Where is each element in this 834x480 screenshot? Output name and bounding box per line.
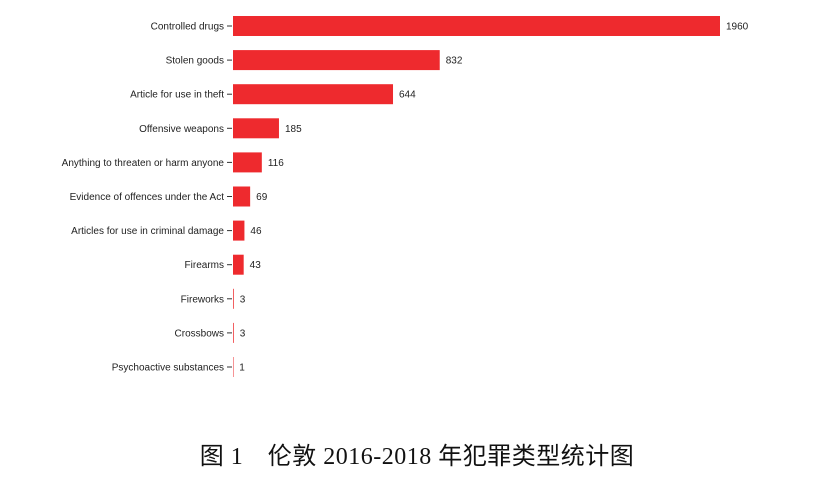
value-label: 1 [239, 363, 245, 374]
bar [233, 186, 251, 207]
category-label: Anything to threaten or harm anyone [62, 158, 225, 169]
bar [233, 152, 262, 173]
category-label: Article for use in theft [130, 90, 224, 101]
bar [233, 50, 440, 71]
value-label: 46 [250, 226, 262, 237]
bar [233, 118, 279, 139]
value-labels: 1960 832 644 185 116 69 46 43 3 3 1 [239, 22, 748, 374]
category-label: Crossbows [175, 328, 224, 339]
bars [233, 16, 720, 377]
category-label: Offensive weapons [139, 124, 224, 135]
figure-caption: 图 1 伦敦 2016-2018 年犯罪类型统计图 [199, 444, 635, 470]
value-label: 3 [240, 294, 246, 305]
value-label: 832 [446, 56, 463, 67]
value-label: 185 [285, 124, 302, 135]
bar-chart: Controlled drugs Stolen goods Article for … [62, 16, 749, 377]
category-label: Stolen goods [166, 56, 224, 67]
value-label: 116 [268, 158, 284, 169]
category-label: Evidence of offences under the Act [70, 192, 225, 203]
category-label: Firearms [185, 260, 224, 271]
category-labels: Controlled drugs Stolen goods Article for … [62, 22, 225, 374]
bar [233, 16, 720, 36]
value-label: 69 [256, 192, 268, 203]
category-label: Controlled drugs [151, 22, 224, 33]
bar [233, 288, 234, 309]
category-label: Psychoactive substances [112, 363, 224, 374]
value-label: 1960 [726, 22, 749, 33]
axis-ticks [227, 25, 232, 368]
category-label: Articles for use in criminal damage [71, 226, 224, 237]
bar [233, 322, 234, 343]
bar [233, 220, 245, 241]
value-label: 3 [240, 328, 246, 339]
bar [233, 84, 394, 105]
value-label: 43 [250, 260, 262, 271]
category-label: Fireworks [181, 294, 224, 305]
bar [233, 254, 244, 275]
bar [233, 357, 234, 377]
value-label: 644 [399, 90, 416, 101]
